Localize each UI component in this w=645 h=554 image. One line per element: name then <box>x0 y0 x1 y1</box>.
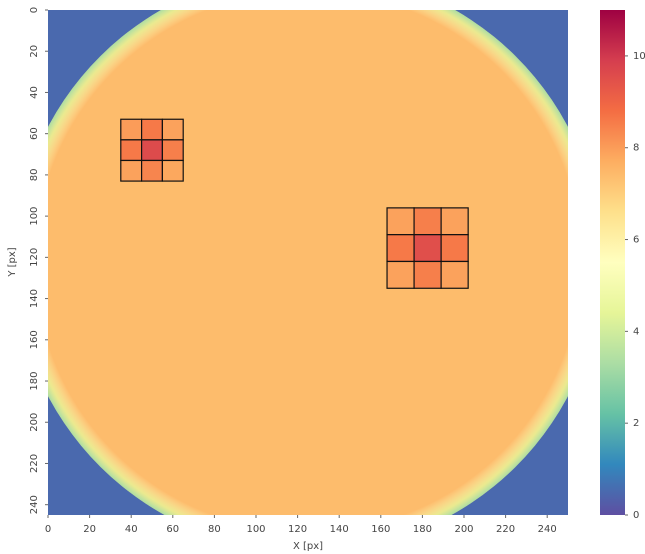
x-tick-label: 140 <box>330 524 349 535</box>
colorbar-tick-label: 0 <box>633 510 639 521</box>
x-tick-label: 240 <box>538 524 557 535</box>
heat-cell <box>121 140 142 161</box>
colorbar-tick-label: 4 <box>633 326 639 337</box>
x-tick-label: 60 <box>166 524 179 535</box>
heat-cell <box>414 261 441 288</box>
x-tick-label: 100 <box>246 524 265 535</box>
x-tick-label: 220 <box>496 524 515 535</box>
heat-cell <box>121 160 142 181</box>
y-tick-label: 0 <box>29 7 40 13</box>
colorbar <box>600 10 625 515</box>
y-tick-label: 40 <box>29 86 40 99</box>
y-tick-label: 220 <box>29 454 40 473</box>
x-tick-label: 80 <box>208 524 221 535</box>
page: {"chart_data": { "type": "heatmap", "x_l… <box>0 0 645 554</box>
colorbar-tick-label: 10 <box>633 51 645 62</box>
heat-cell <box>414 235 441 262</box>
plot-area <box>15 0 602 552</box>
heat-cell <box>387 261 414 288</box>
colorbar-tick-label: 8 <box>633 143 639 154</box>
x-tick-label: 40 <box>125 524 138 535</box>
heat-cell <box>441 208 468 235</box>
x-tick-label: 200 <box>454 524 473 535</box>
heat-cell <box>142 119 163 140</box>
y-tick-label: 80 <box>29 169 40 182</box>
y-tick-label: 100 <box>29 207 40 226</box>
y-tick-label: 200 <box>29 413 40 432</box>
y-tick-label: 180 <box>29 371 40 390</box>
y-tick-label: 60 <box>29 127 40 140</box>
x-tick-label: 20 <box>83 524 96 535</box>
heat-cell <box>142 160 163 181</box>
x-tick-label: 160 <box>371 524 390 535</box>
x-tick-label: 0 <box>45 524 51 535</box>
heat-cell <box>441 261 468 288</box>
y-tick-label: 240 <box>29 495 40 514</box>
colorbar-tick-label: 2 <box>633 418 639 429</box>
y-axis-label: Y [px] <box>7 247 18 277</box>
heat-cell <box>387 235 414 262</box>
colorbar-tick-label: 6 <box>633 235 639 246</box>
x-tick-label: 120 <box>288 524 307 535</box>
heat-cell <box>142 140 163 161</box>
x-axis-label: X [px] <box>293 541 323 552</box>
y-tick-label: 140 <box>29 289 40 308</box>
heat-cell <box>414 208 441 235</box>
chart: 0204060801001201401601802002202400204060… <box>0 0 645 554</box>
y-tick-label: 120 <box>29 248 40 267</box>
heat-cell <box>441 235 468 262</box>
y-tick-label: 20 <box>29 45 40 58</box>
y-tick-label: 160 <box>29 330 40 349</box>
heat-cell <box>162 160 183 181</box>
heat-cell <box>162 119 183 140</box>
x-tick-label: 180 <box>413 524 432 535</box>
heat-cell <box>162 140 183 161</box>
heat-cell <box>387 208 414 235</box>
heat-cell <box>121 119 142 140</box>
